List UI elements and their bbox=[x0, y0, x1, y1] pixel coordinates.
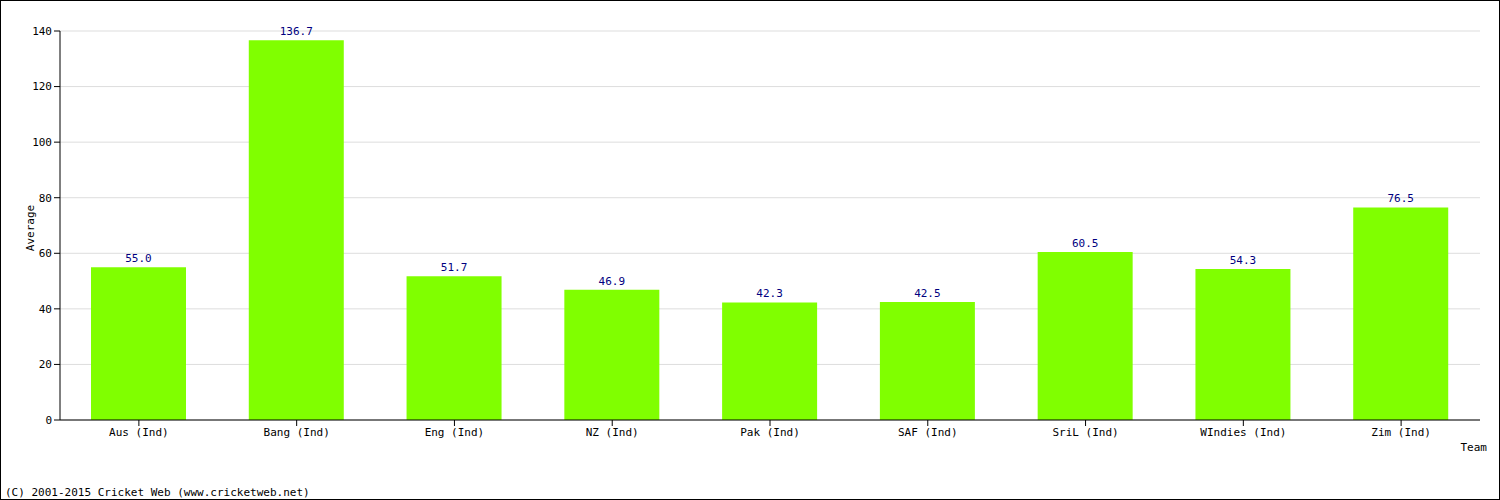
html-text:Average: Average bbox=[23, 204, 37, 252]
svg-text:42.3: 42.3 bbox=[756, 287, 783, 300]
svg-text:20: 20 bbox=[39, 358, 52, 371]
svg-text:Bang (Ind): Bang (Ind) bbox=[264, 426, 330, 439]
html-text:(C) 2001-2015 Cricket Web (www: (C) 2001-2015 Cricket Web (www.cricketwe… bbox=[5, 486, 310, 499]
svg-text:WIndies (Ind): WIndies (Ind) bbox=[1200, 426, 1286, 439]
svg-text:Zim (Ind): Zim (Ind) bbox=[1371, 426, 1431, 439]
svg-text:SAF (Ind): SAF (Ind) bbox=[898, 426, 958, 439]
svg-text:100: 100 bbox=[32, 136, 52, 149]
svg-text:55.0: 55.0 bbox=[125, 252, 152, 265]
svg-text:51.7: 51.7 bbox=[441, 261, 468, 274]
svg-text:80: 80 bbox=[39, 192, 52, 205]
svg-text:136.7: 136.7 bbox=[280, 25, 313, 38]
svg-text:76.5: 76.5 bbox=[1387, 192, 1414, 205]
svg-text:120: 120 bbox=[32, 80, 52, 93]
svg-text:60.5: 60.5 bbox=[1072, 237, 1099, 250]
svg-text:0: 0 bbox=[45, 414, 52, 427]
svg-text:40: 40 bbox=[39, 303, 52, 316]
svg-text:60: 60 bbox=[39, 247, 52, 260]
svg-text:Pak (Ind): Pak (Ind) bbox=[740, 426, 800, 439]
svg-text:140: 140 bbox=[32, 25, 52, 38]
svg-text:Eng (Ind): Eng (Ind) bbox=[425, 426, 485, 439]
svg-text:42.5: 42.5 bbox=[914, 287, 941, 300]
svg-text:Aus (Ind): Aus (Ind) bbox=[109, 426, 169, 439]
html-text:Team: Team bbox=[1460, 441, 1487, 454]
svg-text:46.9: 46.9 bbox=[599, 275, 626, 288]
svg-text:54.3: 54.3 bbox=[1230, 254, 1257, 267]
svg-text:SriL (Ind): SriL (Ind) bbox=[1052, 426, 1118, 439]
svg-text:NZ (Ind): NZ (Ind) bbox=[586, 426, 639, 439]
